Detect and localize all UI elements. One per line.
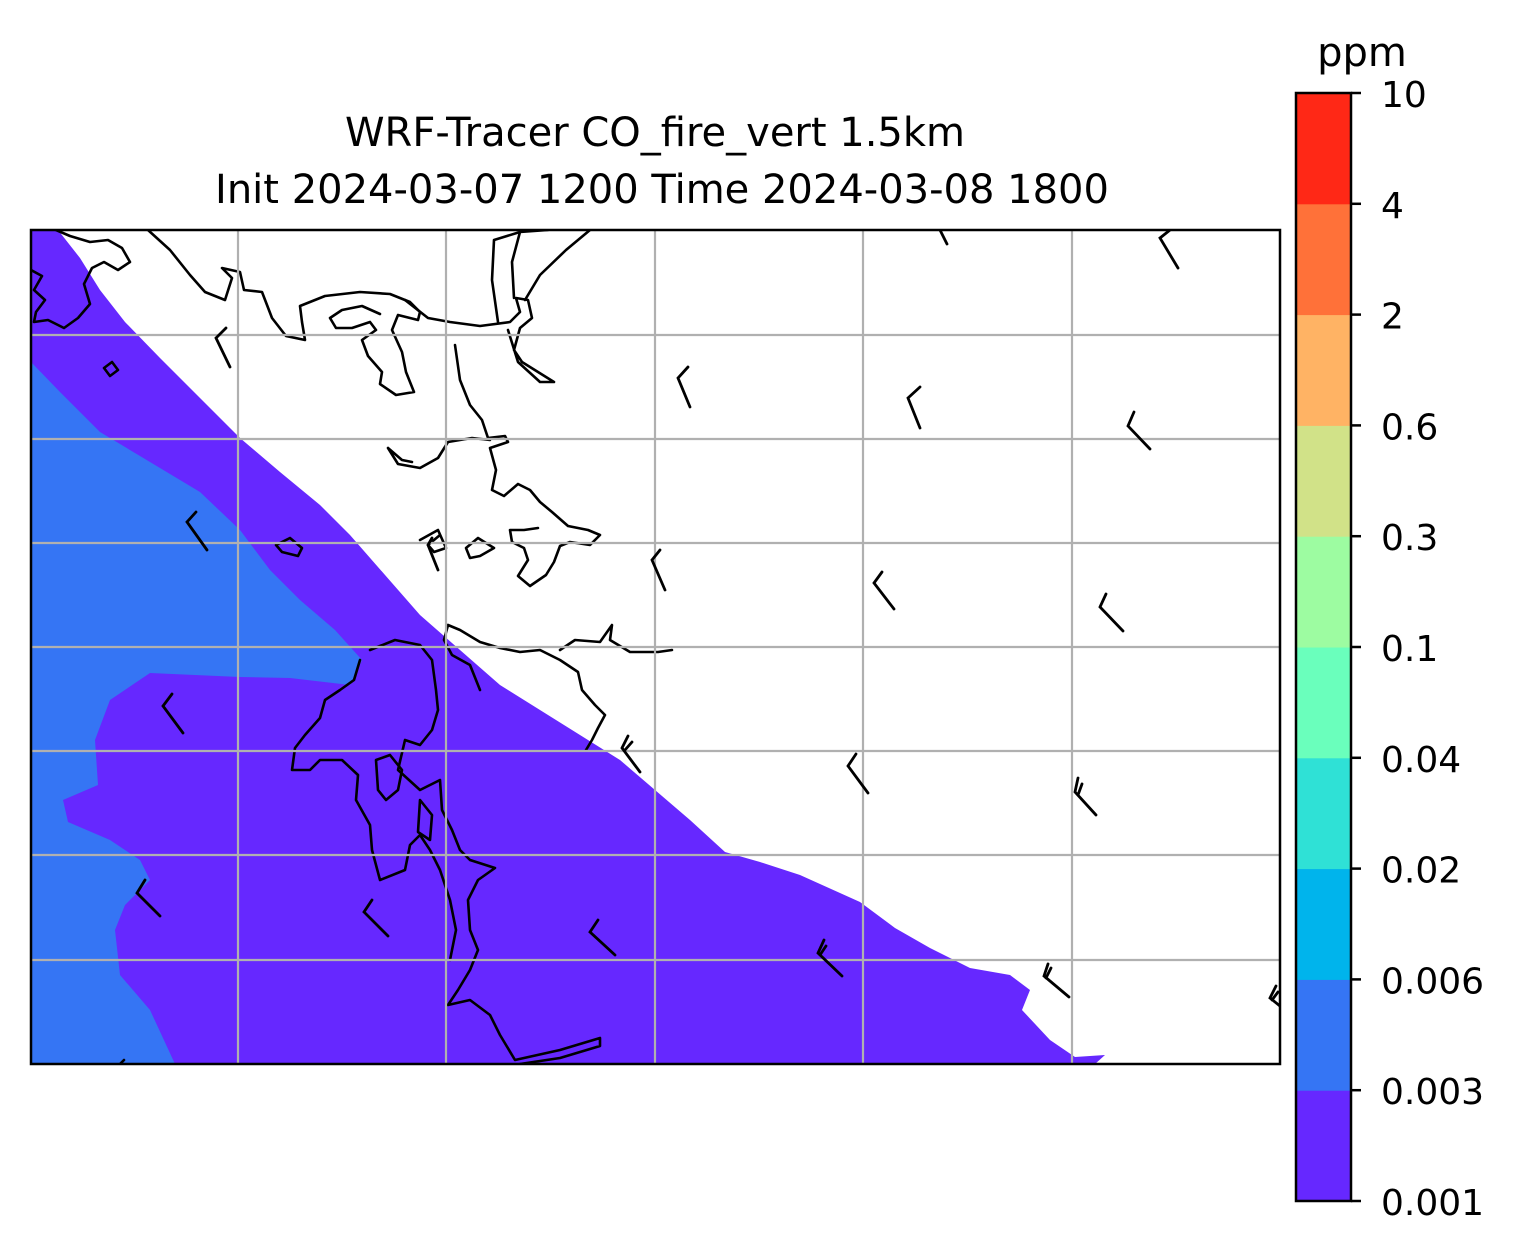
colorbar-swatch	[1296, 757, 1351, 870]
colorbar-swatch	[1296, 647, 1351, 759]
wind-barb	[846, 752, 870, 795]
wind-barb	[1126, 410, 1152, 451]
wind-barb	[1268, 984, 1280, 1008]
map-title-line1: WRF-Tracer CO_fire_vert 1.5km	[345, 110, 965, 156]
wind-barb	[214, 326, 232, 369]
colorbar-tick-label: 2	[1381, 297, 1404, 338]
wind-barb	[1073, 776, 1098, 817]
wind-barb	[588, 918, 617, 957]
colorbar-tick-label: 0.3	[1381, 518, 1438, 559]
tracer-level-0.003-west	[31, 362, 362, 1064]
coastline-channel	[490, 230, 592, 324]
colorbar-tick-label: 0.04	[1381, 740, 1461, 781]
wind-barb	[185, 510, 209, 552]
colorbar-tick-label: 0.1	[1381, 629, 1438, 670]
coastline-inlet-west	[403, 296, 556, 384]
colorbar-swatch	[1296, 314, 1351, 426]
gridlines	[31, 230, 1280, 1064]
wind-barb	[872, 570, 896, 611]
colorbar-swatch	[1296, 93, 1351, 205]
wind-barb	[1042, 962, 1071, 999]
colorbar-tick-label: 0.003	[1381, 1072, 1484, 1113]
wind-barb	[938, 230, 949, 246]
map-frame	[29, 228, 1282, 1066]
wind-barb	[1158, 230, 1180, 270]
colorbar-tick-label: 0.6	[1381, 407, 1438, 448]
colorbar-tick-label: 0.02	[1381, 851, 1461, 892]
colorbar-swatch	[1296, 1090, 1351, 1202]
colorbar-swatch	[1296, 536, 1351, 648]
wind-barb	[650, 548, 667, 592]
colorbar-swatch	[1296, 868, 1351, 980]
wind-barb	[906, 385, 922, 430]
wind-barb	[676, 365, 692, 409]
wind-barb	[1098, 592, 1125, 633]
colorbar-ticks: 0.001 0.003 0.006 0.02 0.04 0.1 0.3 0.6 2 4 10	[1351, 75, 1484, 1224]
wind-barb	[135, 878, 162, 918]
map-panel	[29, 228, 1282, 1066]
colorbar-swatch	[1296, 203, 1351, 316]
coastline-island-d	[274, 536, 304, 558]
wind-barb	[620, 734, 642, 774]
colorbar-tick-label: 4	[1381, 186, 1404, 227]
colorbar-tick-label: 0.001	[1381, 1183, 1484, 1224]
coastlines	[31, 230, 674, 1064]
colorbar: ppm 0.001 0.003 0.006 0.02 0.04 0.1 0.3 0.6 2 4 10	[1294, 30, 1484, 1224]
colorbar-tick-label: 10	[1381, 75, 1427, 116]
wind-barbs	[135, 230, 1280, 1008]
coastline-island-c	[464, 536, 496, 560]
wind-barb	[362, 898, 390, 938]
wind-barb	[161, 692, 185, 735]
colorbar-swatch	[1296, 979, 1351, 1091]
colorbar-swatch	[1296, 425, 1351, 537]
coastline-puget	[368, 638, 602, 1064]
coastline-island-e	[102, 360, 120, 378]
colorbar-unit-label: ppm	[1317, 30, 1407, 76]
coastline-central	[453, 343, 602, 588]
map-title-line2: Init 2024-03-07 1200 Time 2024-03-08 180…	[215, 167, 1109, 213]
coastline-northwest	[31, 230, 132, 330]
wind-barb	[816, 938, 844, 978]
colorbar-tick-label: 0.006	[1381, 961, 1484, 1002]
colorbar-swatches	[1296, 93, 1351, 1202]
coastline-peninsula	[290, 658, 458, 962]
coastline-islands-south	[374, 753, 434, 842]
wind-barb	[426, 536, 440, 572]
